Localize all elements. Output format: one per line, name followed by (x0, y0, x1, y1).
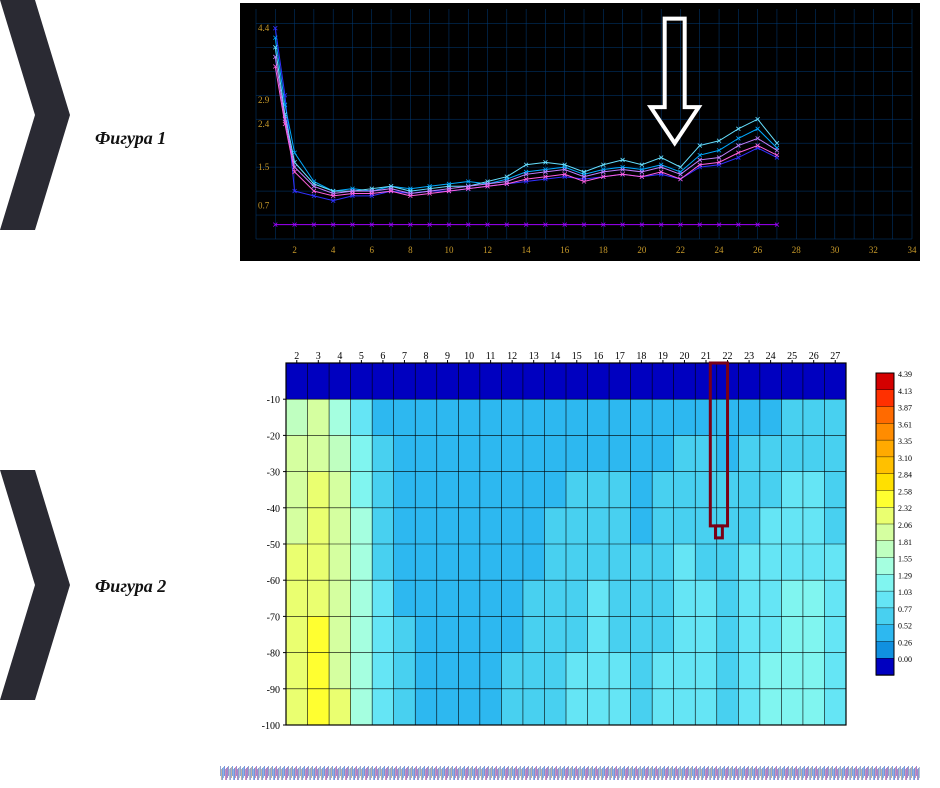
noise-strip (220, 766, 920, 780)
svg-text:-100: -100 (262, 721, 280, 732)
svg-text:32: 32 (869, 245, 878, 255)
svg-text:-20: -20 (267, 431, 280, 442)
svg-text:4.13: 4.13 (898, 387, 912, 396)
svg-text:10: 10 (444, 245, 454, 255)
svg-text:0.00: 0.00 (898, 655, 912, 664)
svg-text:-10: -10 (267, 395, 280, 406)
svg-text:4.39: 4.39 (898, 370, 912, 379)
svg-text:0.26: 0.26 (898, 638, 912, 647)
left-arrow-decor-2 (0, 470, 70, 700)
svg-text:0.7: 0.7 (258, 200, 270, 210)
svg-text:-90: -90 (267, 685, 280, 696)
svg-text:0.52: 0.52 (898, 622, 912, 631)
heatmap-chart: 2345678910111213141516171819202122232425… (250, 345, 930, 745)
svg-text:1.5: 1.5 (258, 162, 270, 172)
svg-text:2.4: 2.4 (258, 119, 270, 129)
svg-text:-50: -50 (267, 540, 280, 551)
svg-text:-60: -60 (267, 576, 280, 587)
svg-text:16: 16 (560, 245, 570, 255)
left-arrow-decor-1 (0, 0, 70, 230)
svg-text:30: 30 (830, 245, 840, 255)
figure2-label: Фигура 2 (95, 576, 166, 597)
figure1-label: Фигура 1 (95, 128, 166, 149)
svg-text:18: 18 (599, 245, 609, 255)
svg-text:26: 26 (753, 245, 763, 255)
svg-text:1.03: 1.03 (898, 588, 912, 597)
svg-text:3.35: 3.35 (898, 437, 912, 446)
svg-text:1.55: 1.55 (898, 555, 912, 564)
svg-text:-80: -80 (267, 649, 280, 660)
svg-text:1.81: 1.81 (898, 538, 912, 547)
svg-text:6: 6 (370, 245, 375, 255)
svg-text:2.84: 2.84 (898, 471, 912, 480)
svg-text:8: 8 (408, 245, 413, 255)
svg-text:-30: -30 (267, 468, 280, 479)
svg-text:1.29: 1.29 (898, 571, 912, 580)
svg-text:3.10: 3.10 (898, 454, 912, 463)
svg-text:2.06: 2.06 (898, 521, 912, 530)
svg-text:2: 2 (292, 245, 297, 255)
svg-text:2.9: 2.9 (258, 95, 270, 105)
line-chart: 2468101214161820222426283032340.71.52.42… (240, 3, 920, 261)
svg-text:-40: -40 (267, 504, 280, 515)
svg-text:22: 22 (676, 245, 685, 255)
svg-text:-70: -70 (267, 612, 280, 623)
svg-text:4.4: 4.4 (258, 23, 270, 33)
svg-text:2.32: 2.32 (898, 504, 912, 513)
svg-text:4: 4 (331, 245, 336, 255)
svg-text:34: 34 (908, 245, 918, 255)
svg-text:3.87: 3.87 (898, 404, 912, 413)
svg-text:28: 28 (792, 245, 802, 255)
svg-text:14: 14 (522, 245, 532, 255)
svg-text:0.77: 0.77 (898, 605, 912, 614)
svg-text:24: 24 (715, 245, 725, 255)
svg-text:2.58: 2.58 (898, 487, 912, 496)
svg-text:12: 12 (483, 245, 492, 255)
svg-text:3.61: 3.61 (898, 420, 912, 429)
svg-text:20: 20 (637, 245, 647, 255)
